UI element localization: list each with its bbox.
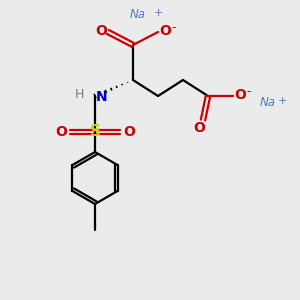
Text: O: O — [123, 125, 135, 139]
Text: Na: Na — [260, 97, 276, 110]
Text: +: + — [154, 8, 164, 18]
Text: -: - — [247, 85, 251, 98]
Text: +: + — [278, 96, 287, 106]
Text: O: O — [95, 24, 107, 38]
Text: S: S — [89, 124, 100, 140]
Text: H: H — [74, 88, 84, 101]
Text: N: N — [96, 90, 108, 104]
Text: -: - — [172, 22, 176, 34]
Text: Na: Na — [130, 8, 146, 22]
Text: O: O — [193, 121, 205, 135]
Text: O: O — [55, 125, 67, 139]
Text: O: O — [234, 88, 246, 102]
Text: O: O — [159, 24, 171, 38]
